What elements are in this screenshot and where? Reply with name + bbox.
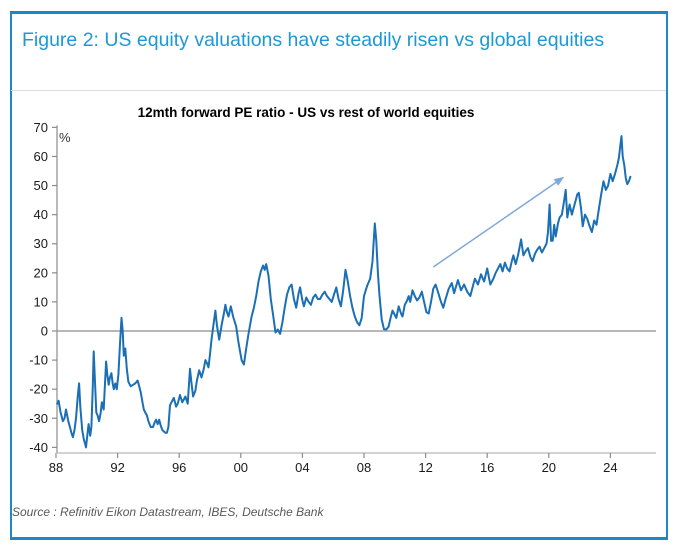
y-axis-label: 70 [34, 120, 48, 135]
y-axis-label: 40 [34, 207, 48, 222]
x-axis-label: 16 [480, 460, 494, 475]
x-axis-label: 24 [603, 460, 617, 475]
x-axis-label: 20 [542, 460, 556, 475]
y-axis-label: 10 [34, 294, 48, 309]
trend-arrow-shaft [432, 180, 559, 268]
x-axis-label: 08 [357, 460, 371, 475]
x-axis-label: 00 [234, 460, 248, 475]
y-axis-label: -30 [29, 411, 48, 426]
trend-arrow-head [553, 176, 565, 186]
x-axis-label: 12 [418, 460, 432, 475]
x-axis-label: 04 [295, 460, 309, 475]
y-axis-label: 30 [34, 236, 48, 251]
y-axis-label: -20 [29, 382, 48, 397]
figure-title: Figure 2: US equity valuations have stea… [22, 29, 605, 51]
y-axis-label: 0 [41, 324, 48, 339]
x-axis-label: 88 [49, 460, 63, 475]
y-axis-label: -10 [29, 353, 48, 368]
chart-title: 12mth forward PE ratio - US vs rest of w… [137, 105, 475, 120]
y-axis-label: 50 [34, 178, 48, 193]
pe-premium-line [56, 135, 632, 449]
title-divider [11, 90, 666, 91]
source-note: Source : Refinitiv Eikon Datastream, IBE… [12, 505, 324, 519]
y-axis-label: 20 [34, 265, 48, 280]
figure-border-box [10, 11, 668, 540]
y-axis-label: -40 [29, 440, 48, 455]
y-axis-unit-label: % [59, 130, 71, 145]
y-axis-label: 60 [34, 149, 48, 164]
x-axis-label: 96 [172, 460, 186, 475]
x-axis-label: 92 [110, 460, 124, 475]
